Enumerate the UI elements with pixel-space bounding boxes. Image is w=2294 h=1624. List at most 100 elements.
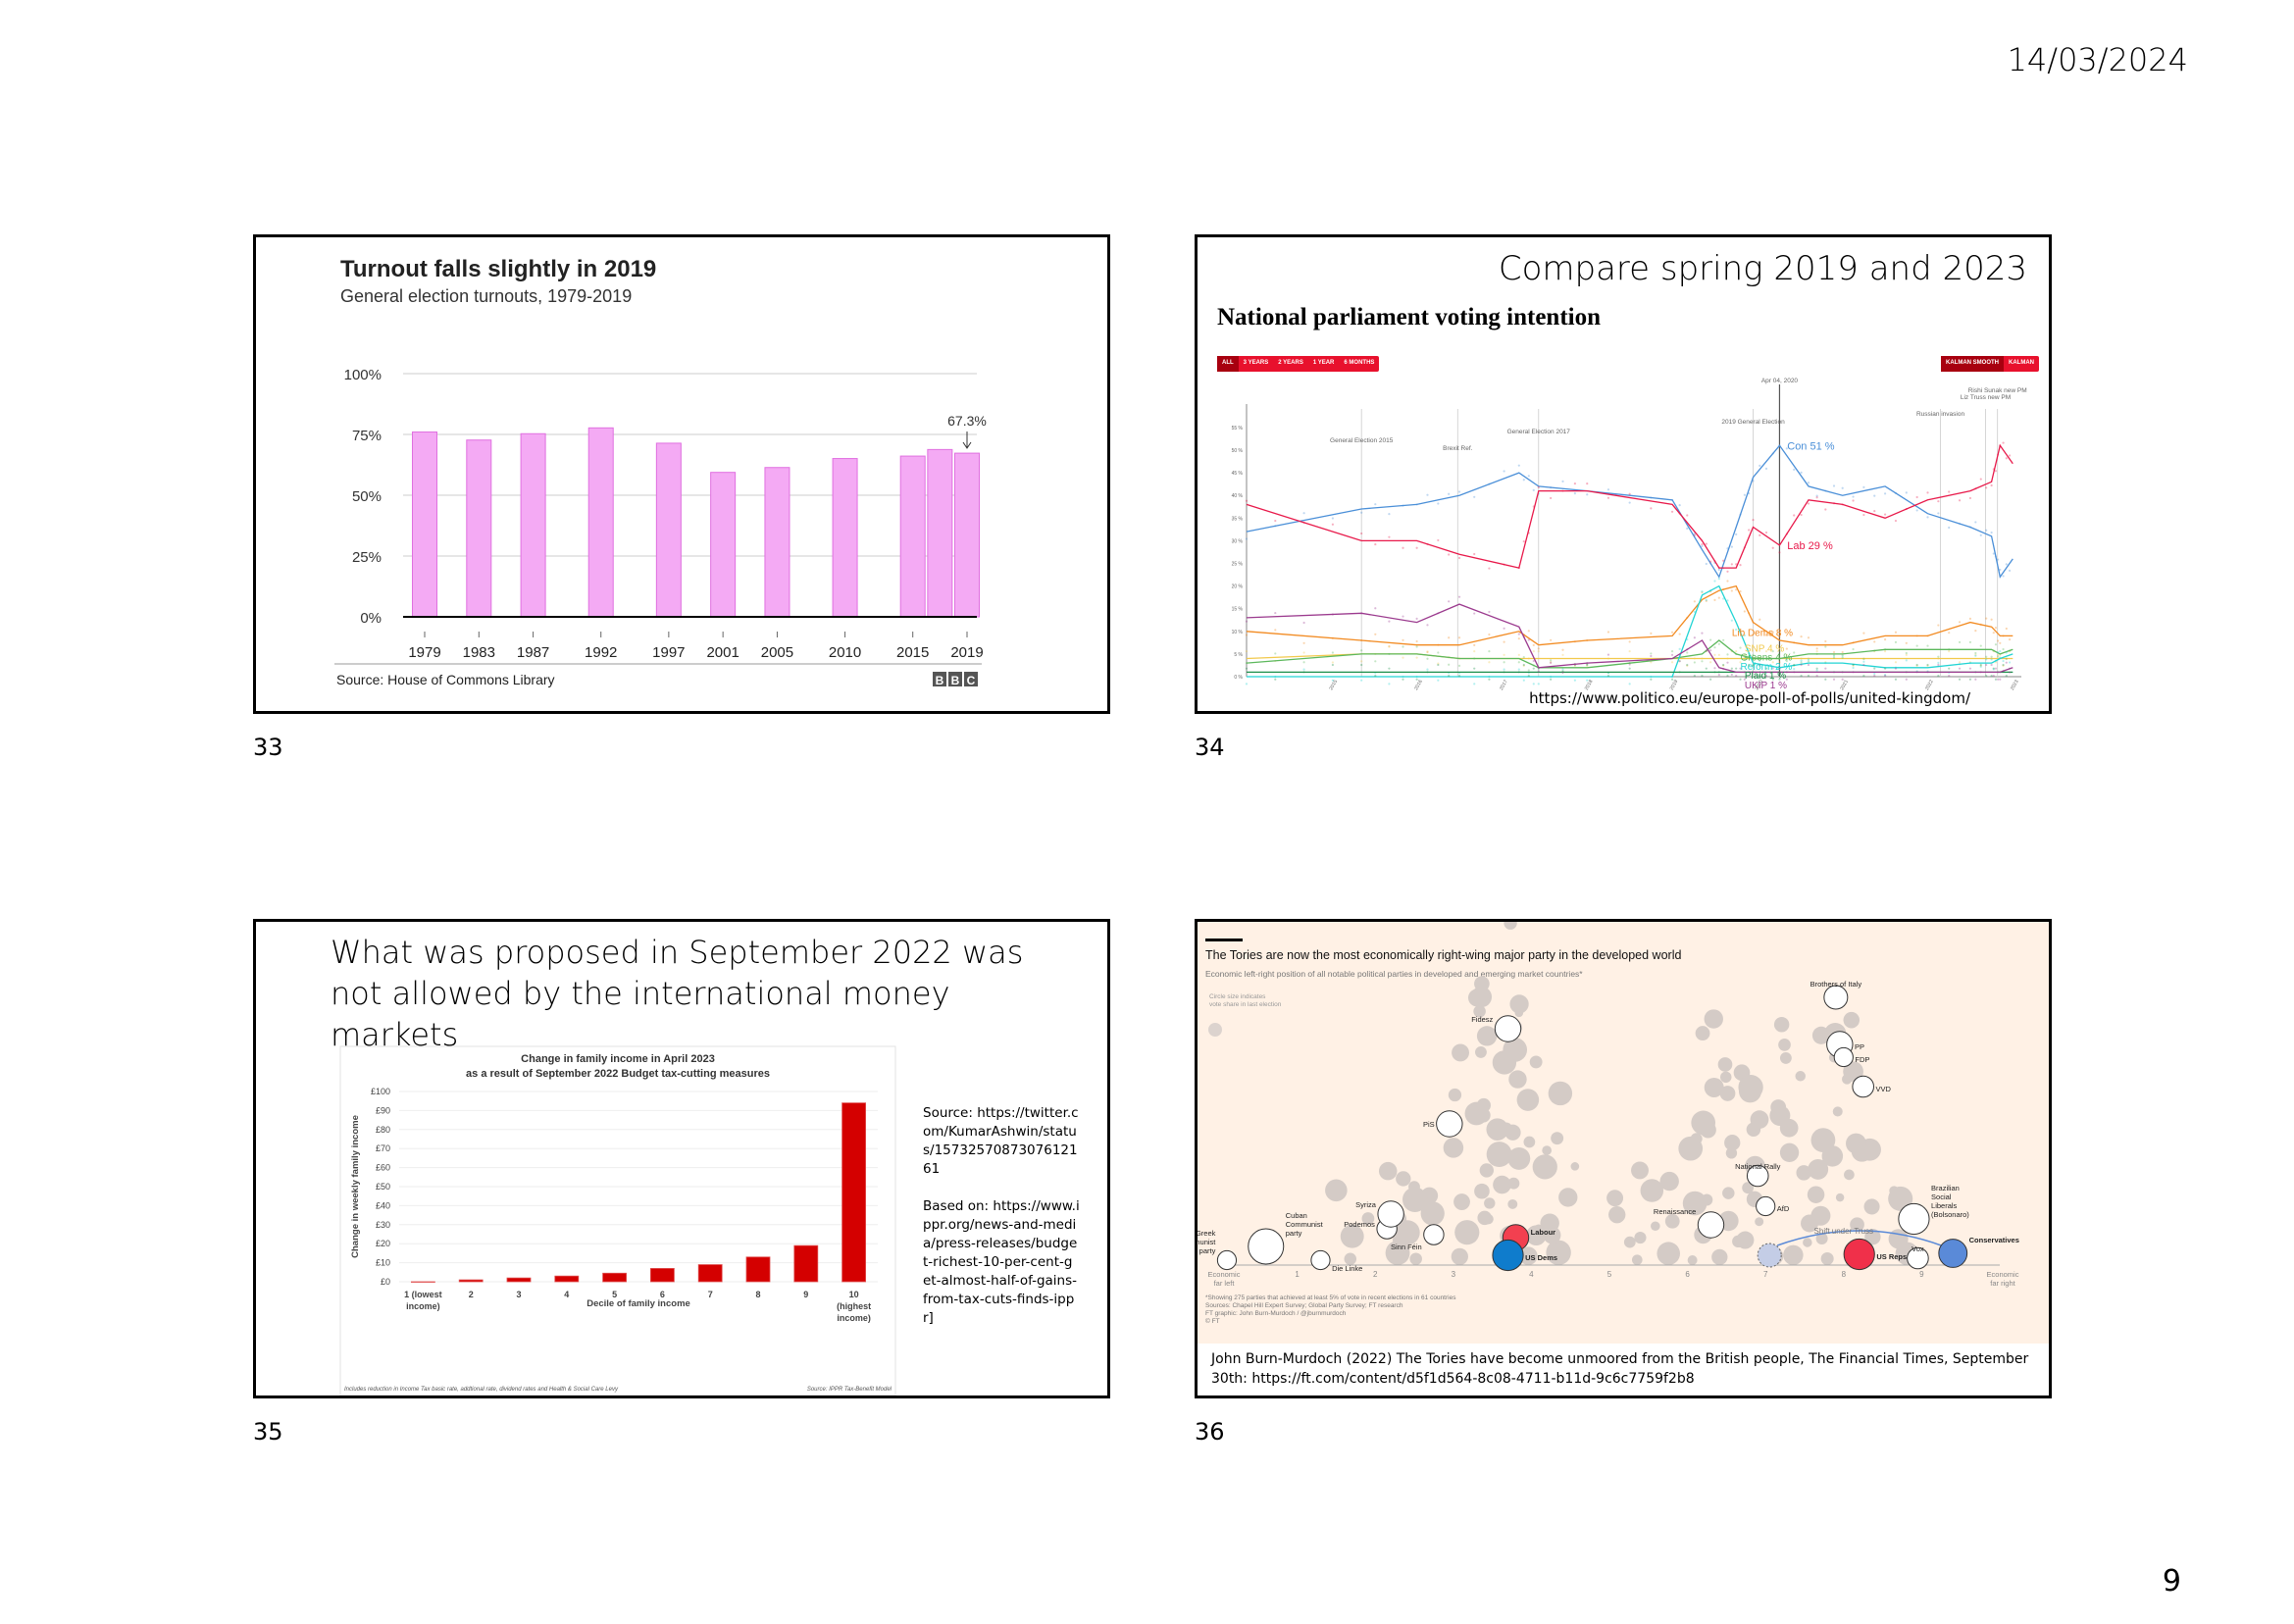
poll-point-lib-dems <box>1883 638 1887 641</box>
poll-point-ukip <box>1473 612 1476 615</box>
poll-point-plaid <box>1752 663 1755 667</box>
poll-point-reform <box>1586 679 1589 682</box>
poll-point-plaid <box>1748 663 1751 667</box>
party-bubble <box>1519 1246 1538 1265</box>
poll-point-greens <box>1274 652 1277 655</box>
slide-number: 35 <box>253 1418 283 1446</box>
poll-point-greens <box>1302 661 1305 664</box>
poll-point-reform <box>1979 665 1982 668</box>
y-tick-label: 0% <box>360 610 382 627</box>
poll-point-con <box>1532 488 1535 491</box>
party-bubble <box>1750 1110 1769 1129</box>
party-bubble <box>1546 1240 1571 1265</box>
x-tick-label: 3 <box>516 1290 521 1299</box>
poll-point-plaid <box>1686 663 1689 667</box>
poll-point-reform <box>1713 580 1716 583</box>
poll-point-greens <box>1990 655 1993 658</box>
smooth-button-bar: KALMAN SMOOTH KALMAN <box>1941 356 2039 372</box>
series-line-greens <box>1246 639 2014 669</box>
poll-point-greens <box>1415 645 1418 648</box>
slide-35-thumbnail[interactable]: What was proposed in September 2022 was … <box>253 919 1110 1398</box>
slide-36-thumbnail[interactable]: The Tories are now the most economically… <box>1195 919 2052 1398</box>
y-tick-label: £90 <box>376 1105 390 1115</box>
party-bubble <box>1811 1026 1830 1044</box>
poll-point-con <box>2002 575 2005 578</box>
poll-point-plaid <box>1985 674 1988 678</box>
poll-point-greens <box>1968 640 1972 643</box>
poll-point-greens <box>1994 643 1998 646</box>
poll-point-reform <box>1701 590 1704 593</box>
slide-33-thumbnail[interactable]: Turnout falls slightly in 2019 General el… <box>253 234 1110 714</box>
x-tick-label: (highest <box>837 1301 871 1311</box>
poll-point-greens <box>1915 644 1918 647</box>
source-url[interactable]: https://www.politico.eu/europe-poll-of-p… <box>1529 689 1970 707</box>
poll-point-plaid <box>1402 678 1404 681</box>
party-bubble <box>1810 1128 1836 1153</box>
poll-point-lib-dems <box>1948 632 1951 634</box>
poll-point-lib-dems <box>1717 596 1720 599</box>
poll-point-con <box>1735 533 1738 536</box>
range-button-3-years[interactable]: 3 YEARS <box>1243 360 1269 366</box>
range-button-6-months[interactable]: 6 MONTHS <box>1344 360 1375 366</box>
poll-point-ukip <box>1650 654 1653 658</box>
poll-point-lib-dems <box>1245 634 1249 636</box>
y-tick-label: 20 % <box>1232 584 1244 590</box>
poll-point-ukip <box>1994 667 1998 670</box>
poll-point-ukip <box>1974 678 1977 681</box>
y-tick-label: £100 <box>371 1087 390 1096</box>
kalman-button[interactable]: KALMAN <box>2009 360 2034 366</box>
chart-footnote: Includes reduction in Income Tax basic r… <box>344 1387 619 1393</box>
poll-point-lab <box>1245 499 1249 502</box>
poll-point-lab <box>1948 490 1951 493</box>
kalman-smooth-button[interactable]: KALMAN SMOOTH <box>1941 356 2004 372</box>
poll-point-greens <box>1426 657 1429 660</box>
party-bubble <box>1835 1193 1845 1202</box>
party-label: PP <box>1855 1042 1864 1051</box>
poll-point-con <box>1586 493 1589 496</box>
poll-point-reform <box>1752 665 1755 668</box>
party-label: Social <box>1931 1193 1952 1201</box>
poll-point-con <box>1974 521 1977 524</box>
range-button-1-year[interactable]: 1 YEAR <box>1312 360 1335 366</box>
series-line-ukip <box>1246 603 2014 674</box>
poll-point-reform <box>1628 683 1631 685</box>
range-button-all[interactable]: ALL <box>1217 356 1239 372</box>
poll-point-lib-dems <box>1985 617 1988 620</box>
poll-point-con <box>1473 495 1476 498</box>
poll-point-reform <box>1517 668 1520 671</box>
poll-point-plaid <box>1331 663 1334 667</box>
poll-point-reform <box>1841 654 1844 657</box>
party-bubble <box>1499 1122 1513 1137</box>
source-text[interactable]: Source: https://twitter.com/KumarAshwin/… <box>923 1105 1079 1177</box>
party-bubble-brothers-of-italy <box>1823 985 1849 1010</box>
poll-point-con <box>1573 491 1576 495</box>
poll-point-reform <box>2005 651 2008 654</box>
poll-point-plaid <box>1771 678 1774 681</box>
poll-point-lib-dems <box>1726 580 1729 583</box>
poll-point-ukip <box>1245 620 1249 623</box>
poll-point-reform <box>1735 628 1738 632</box>
bar-2015 <box>899 455 926 618</box>
bar-decile-2 <box>458 1279 484 1283</box>
party-bubble <box>1682 1191 1708 1216</box>
poll-point-snp <box>1561 653 1564 656</box>
party-bubble <box>1846 1133 1866 1154</box>
party-label: Fidesz <box>1471 1015 1493 1024</box>
party-bubble <box>1736 1231 1755 1249</box>
party-bubble <box>1534 1224 1544 1234</box>
poll-point-lib-dems <box>1862 632 1865 634</box>
bar-1979 <box>412 431 437 618</box>
shift-arrow <box>1776 1230 1942 1246</box>
poll-point-lab <box>1990 483 1993 487</box>
based-on-text[interactable]: Based on: https://www.ippr.org/news-and-… <box>923 1198 1080 1326</box>
poll-point-snp <box>1426 650 1429 653</box>
poll-point-reform <box>1743 634 1746 637</box>
party-label: PiS <box>1423 1120 1435 1129</box>
slide-number: 36 <box>1195 1418 1225 1446</box>
range-button-2-years[interactable]: 2 YEARS <box>1278 360 1303 366</box>
poll-point-greens <box>1824 645 1827 648</box>
poll-point-lab <box>1522 539 1525 543</box>
bbc-logo-letter: B <box>936 674 944 687</box>
bbc-logo-block <box>948 672 962 686</box>
slide-34-thumbnail[interactable]: Compare spring 2019 and 2023 National pa… <box>1195 234 2052 714</box>
